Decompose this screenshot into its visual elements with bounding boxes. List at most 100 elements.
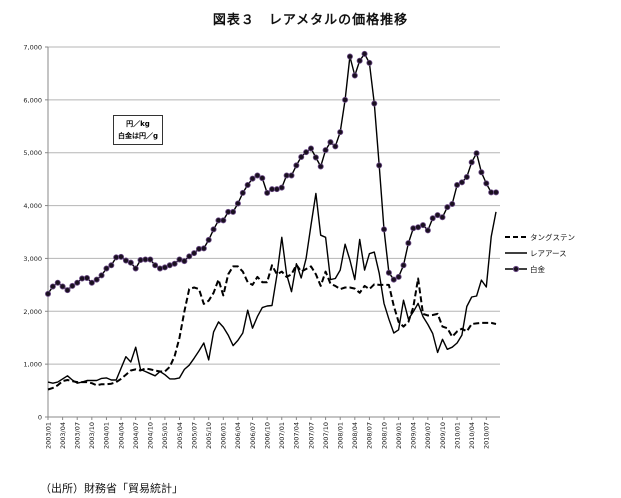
data-point bbox=[74, 279, 81, 286]
x-tick-label: 2006/07 bbox=[249, 422, 257, 449]
data-point bbox=[493, 189, 500, 196]
data-point bbox=[351, 72, 358, 79]
data-point bbox=[137, 257, 144, 264]
data-point bbox=[210, 226, 217, 233]
y-tick-label: 7,000 bbox=[23, 44, 42, 52]
data-point bbox=[103, 265, 110, 272]
data-point bbox=[269, 186, 276, 193]
data-point bbox=[132, 265, 139, 272]
data-point bbox=[225, 208, 232, 215]
data-point bbox=[205, 236, 212, 243]
x-tick-label: 2008/04 bbox=[351, 422, 359, 449]
x-tick-label: 2006/04 bbox=[234, 422, 242, 449]
data-point bbox=[376, 162, 383, 169]
data-point bbox=[49, 283, 56, 290]
x-tick-label: 2005/10 bbox=[205, 422, 213, 449]
data-point bbox=[366, 59, 373, 66]
data-point bbox=[166, 262, 173, 269]
y-tick-label: 1,000 bbox=[23, 361, 42, 369]
x-tick-label: 2006/01 bbox=[220, 422, 228, 449]
data-point bbox=[83, 274, 90, 281]
x-tick-label: 2007/07 bbox=[307, 422, 315, 449]
data-point bbox=[312, 154, 319, 161]
x-tick-label: 2003/04 bbox=[59, 422, 67, 449]
data-point bbox=[88, 279, 95, 286]
data-point bbox=[317, 163, 324, 170]
data-point bbox=[405, 240, 412, 247]
data-point bbox=[142, 256, 149, 263]
data-point bbox=[118, 253, 125, 260]
data-point bbox=[458, 179, 465, 186]
y-tick-label: 4,000 bbox=[23, 202, 42, 210]
data-point bbox=[59, 283, 66, 290]
data-point bbox=[249, 175, 256, 182]
data-point bbox=[152, 262, 159, 269]
y-tick-label: 2,000 bbox=[23, 308, 42, 316]
data-point bbox=[332, 143, 339, 150]
data-point bbox=[273, 186, 280, 193]
data-point bbox=[234, 200, 241, 207]
data-point bbox=[468, 159, 475, 166]
source-note: （出所）財務省「貿易統計」 bbox=[40, 482, 183, 495]
data-point bbox=[371, 100, 378, 107]
data-point bbox=[342, 96, 349, 103]
data-point bbox=[395, 273, 402, 280]
data-point bbox=[186, 253, 193, 260]
data-point bbox=[419, 222, 426, 229]
x-tick-label: 2006/10 bbox=[263, 422, 271, 449]
data-point bbox=[322, 147, 329, 154]
x-tick-label: 2004/01 bbox=[103, 422, 111, 449]
data-point bbox=[454, 181, 461, 188]
data-point bbox=[439, 214, 446, 221]
data-point bbox=[449, 200, 456, 207]
data-point bbox=[293, 162, 300, 169]
data-point bbox=[424, 227, 431, 234]
x-tick-label: 2010/01 bbox=[453, 422, 461, 449]
series-line-0 bbox=[47, 263, 497, 391]
data-point bbox=[108, 262, 115, 269]
data-point bbox=[390, 276, 397, 283]
data-point bbox=[127, 259, 134, 266]
data-point bbox=[264, 189, 271, 196]
x-tick-label: 2008/10 bbox=[380, 422, 388, 449]
data-point bbox=[54, 279, 61, 286]
data-point bbox=[429, 215, 436, 222]
x-tick-label: 2009/10 bbox=[439, 422, 447, 449]
data-point bbox=[356, 57, 363, 64]
x-tick-label: 2009/01 bbox=[395, 422, 403, 449]
data-point bbox=[181, 258, 188, 265]
data-point bbox=[488, 189, 495, 196]
units-note: 円／kg 白金は円／g bbox=[113, 115, 163, 145]
x-tick-label: 2003/10 bbox=[88, 422, 96, 449]
data-point bbox=[161, 264, 168, 271]
data-point bbox=[113, 254, 120, 261]
data-point bbox=[171, 260, 178, 267]
y-tick-label: 6,000 bbox=[23, 96, 42, 104]
x-tick-label: 2005/04 bbox=[176, 422, 184, 449]
x-tick-label: 2003/01 bbox=[44, 422, 52, 449]
data-point bbox=[385, 269, 392, 276]
data-point bbox=[93, 276, 100, 283]
x-tick-label: 2007/01 bbox=[278, 422, 286, 449]
x-tick-label: 2004/07 bbox=[132, 422, 140, 449]
data-point bbox=[157, 265, 164, 272]
data-point bbox=[69, 282, 76, 289]
data-point bbox=[45, 290, 52, 297]
data-point bbox=[303, 149, 310, 156]
data-point bbox=[288, 172, 295, 179]
data-point bbox=[254, 172, 261, 179]
x-tick-label: 2010/07 bbox=[483, 422, 491, 449]
y-tick-label: 0 bbox=[38, 414, 42, 422]
data-point bbox=[64, 287, 71, 294]
units-note-line: 円／kg bbox=[126, 120, 150, 128]
y-tick-label: 3,000 bbox=[23, 255, 42, 263]
x-tick-label: 2008/01 bbox=[337, 422, 345, 449]
data-point bbox=[278, 184, 285, 191]
legend-label: レアアース bbox=[530, 249, 567, 258]
x-tick-label: 2005/01 bbox=[161, 422, 169, 449]
x-tick-label: 2009/04 bbox=[410, 422, 418, 449]
data-point bbox=[361, 50, 368, 57]
series-lines bbox=[45, 50, 500, 391]
data-point bbox=[176, 256, 183, 263]
x-tick-label: 2004/04 bbox=[117, 422, 125, 449]
